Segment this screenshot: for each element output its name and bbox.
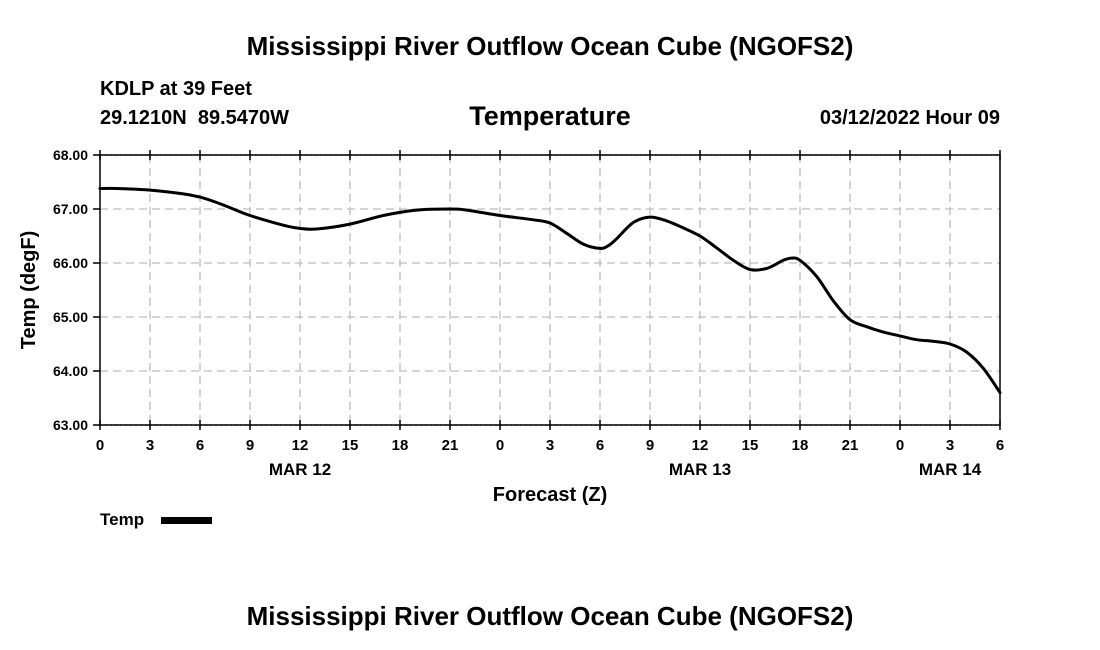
chart-main-title: Mississippi River Outflow Ocean Cube (NG…: [247, 31, 854, 61]
x-tick-label: 6: [596, 437, 604, 454]
x-tick-label: 12: [292, 437, 309, 454]
axis-ticks: [93, 150, 1001, 430]
x-tick-label: 3: [146, 437, 154, 454]
station-coordinates: 29.1210N 89.5470W: [100, 107, 289, 129]
x-axis-tick-labels: 0 3 6 9 12 15 18 21 0 3 6 9 12 15 18 21 0 3 6: [96, 437, 1004, 454]
x-tick-label: 15: [742, 437, 759, 454]
grid-lines: [100, 154, 1000, 426]
date-label: MAR 13: [669, 460, 731, 479]
x-axis-label: Forecast (Z): [493, 484, 607, 506]
x-tick-label: 12: [692, 437, 709, 454]
legend-label-temp: Temp: [100, 510, 144, 529]
x-tick-label: 21: [842, 437, 859, 454]
x-tick-label: 9: [246, 437, 254, 454]
x-tick-label: 21: [442, 437, 459, 454]
footer-title: Mississippi River Outflow Ocean Cube (NG…: [247, 601, 854, 631]
date-label: MAR 14: [919, 460, 982, 479]
station-label: KDLP at 39 Feet: [100, 78, 252, 100]
x-tick-label: 6: [996, 437, 1004, 454]
y-tick-label: 66.00: [53, 255, 88, 271]
date-label: MAR 12: [269, 460, 331, 479]
x-tick-label: 3: [946, 437, 954, 454]
x-tick-label: 15: [342, 437, 359, 454]
x-tick-label: 9: [646, 437, 654, 454]
forecast-datetime: 03/12/2022 Hour 09: [820, 107, 1000, 129]
x-tick-label: 0: [96, 437, 104, 454]
x-tick-label: 3: [546, 437, 554, 454]
y-tick-label: 63.00: [53, 417, 88, 433]
x-tick-label: 18: [392, 437, 409, 454]
legend: Temp: [100, 510, 212, 529]
x-tick-label: 0: [896, 437, 904, 454]
x-tick-label: 6: [196, 437, 204, 454]
y-tick-label: 68.00: [53, 147, 88, 163]
chart-subtitle: Temperature: [469, 101, 631, 131]
y-tick-label: 64.00: [53, 363, 88, 379]
y-tick-label: 65.00: [53, 309, 88, 325]
series-line-temp: [98, 186, 1002, 395]
x-tick-label: 18: [792, 437, 809, 454]
x-tick-label: 0: [496, 437, 504, 454]
series-group: [98, 186, 1002, 395]
x-axis-date-labels: MAR 12 MAR 13 MAR 14: [269, 460, 982, 479]
y-axis-tick-labels: 63.00 64.00 65.00 66.00 67.00 68.00: [53, 147, 88, 433]
y-tick-label: 67.00: [53, 201, 88, 217]
y-axis-label: Temp (degF): [18, 231, 40, 350]
